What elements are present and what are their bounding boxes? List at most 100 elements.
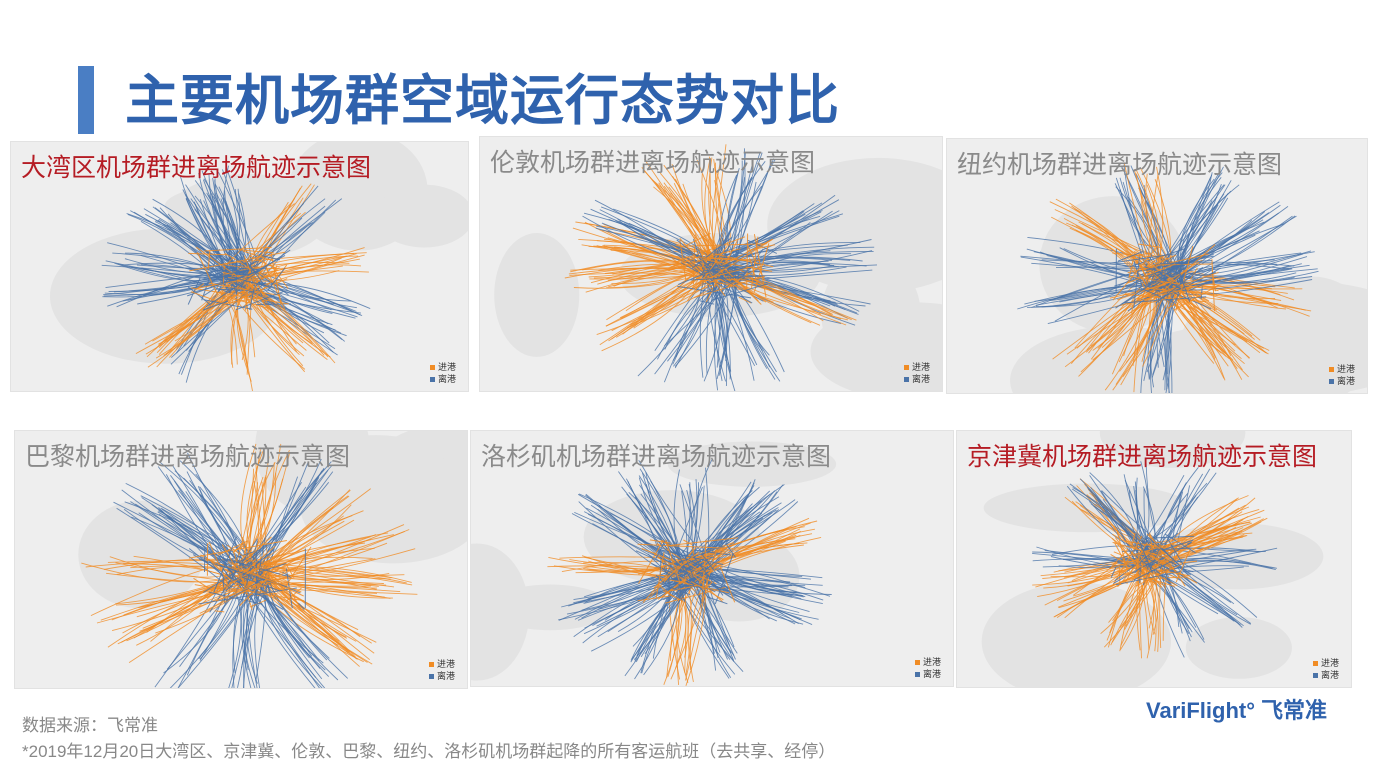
flight-track: [226, 544, 283, 584]
flight-track: [223, 217, 303, 275]
map-terrain: [494, 233, 580, 357]
flight-track: [261, 253, 269, 273]
flight-track: [1110, 566, 1117, 578]
flight-track: [674, 272, 736, 367]
legend-arrival: 进港: [911, 362, 930, 372]
flight-track: [669, 559, 697, 661]
flight-track: [748, 244, 776, 251]
footnote: *2019年12月20日大湾区、京津冀、伦敦、巴黎、纽约、洛杉矶机场群起降的所有…: [22, 742, 836, 761]
flight-track: [655, 540, 666, 559]
map-legend: 进港 离港: [1328, 363, 1355, 387]
flight-track: [246, 456, 270, 566]
flight-track: [670, 582, 709, 680]
flight-track: [243, 255, 258, 291]
panel-title: 大湾区机场群进离场航迹示意图: [21, 154, 372, 182]
flight-track: [1167, 303, 1179, 309]
flight-track: [1155, 221, 1265, 278]
flight-track: [665, 539, 681, 584]
flight-track: [655, 574, 684, 601]
flight-track: [188, 540, 287, 559]
flight-track: [688, 484, 697, 573]
flight-track: [657, 583, 675, 598]
flight-track: [683, 557, 711, 571]
flight-track: [267, 558, 376, 584]
flight-track: [288, 587, 302, 609]
arrival-swatch: [429, 364, 435, 370]
flight-track: [1151, 271, 1185, 292]
flight-track: [701, 539, 707, 603]
flight-track: [721, 237, 728, 258]
flight-track: [710, 239, 872, 268]
arrival-swatch: [903, 364, 909, 370]
flight-track: [668, 253, 706, 269]
departure-swatch: [1328, 378, 1334, 384]
flight-track: [1168, 540, 1185, 567]
flight-track: [264, 265, 286, 310]
flight-track: [1059, 247, 1185, 293]
flight-track: [679, 237, 723, 288]
panel-title: 纽约机场群进离场航迹示意图: [957, 151, 1283, 179]
flight-track: [714, 279, 723, 382]
departure-swatch: [428, 673, 434, 679]
flight-track: [1127, 263, 1176, 284]
flight-track: [653, 551, 700, 589]
flight-track: [707, 500, 762, 585]
flight-track: [1145, 255, 1214, 271]
page-title: 主要机场群空域运行态势对比: [125, 71, 840, 131]
flight-track: [221, 169, 239, 291]
flight-track: [261, 554, 306, 579]
flight-track: [638, 539, 664, 584]
legend-departure: 离港: [922, 669, 941, 679]
flight-track: [160, 507, 249, 571]
flight-track: [753, 234, 767, 298]
flight-track: [201, 248, 220, 301]
flight-track: [1110, 567, 1165, 646]
flight-track: [256, 303, 291, 305]
flight-track: [125, 252, 247, 288]
flight-track: [684, 256, 749, 262]
flight-track: [682, 520, 818, 571]
flight-track: [1145, 564, 1149, 571]
flight-track: [262, 530, 405, 566]
flight-track: [699, 258, 773, 272]
flight-track: [203, 178, 245, 278]
flight-track: [1143, 551, 1175, 569]
flight-track: [638, 475, 682, 582]
flight-track: [241, 545, 276, 575]
variflight-logo: VariFlight° 飞常准: [1146, 693, 1327, 725]
flight-track: [699, 266, 753, 281]
flight-track: [140, 255, 224, 279]
flight-track: [1104, 272, 1154, 391]
flight-track: [690, 275, 764, 281]
flight-track: [245, 489, 351, 589]
flight-track: [681, 533, 813, 563]
flight-track: [243, 253, 357, 282]
flight-track: [1161, 504, 1246, 564]
flight-track: [233, 548, 416, 585]
flight-track: [246, 201, 289, 277]
flight-track: [122, 586, 246, 634]
flight-track: [1180, 287, 1216, 360]
flight-track: [691, 236, 733, 269]
flight-track: [104, 276, 221, 295]
flight-track: [272, 592, 276, 599]
flight-track: [692, 239, 713, 299]
flight-track: [266, 579, 373, 665]
flight-track: [708, 248, 728, 282]
flight-track: [267, 582, 360, 667]
flight-track: [1137, 277, 1217, 300]
flight-track: [693, 238, 774, 289]
flight-track: [566, 583, 692, 615]
flight-track: [221, 544, 250, 592]
flight-track: [1057, 280, 1161, 299]
flight-track: [1179, 272, 1191, 302]
flight-track: [697, 502, 782, 577]
flight-track: [1133, 560, 1174, 581]
flight-track: [725, 542, 737, 558]
flight-track: [676, 239, 737, 289]
flight-track: [1090, 503, 1161, 555]
flight-track: [1155, 468, 1211, 561]
flight-track: [1175, 550, 1191, 583]
flight-track: [660, 557, 729, 584]
flight-track: [1123, 296, 1207, 304]
